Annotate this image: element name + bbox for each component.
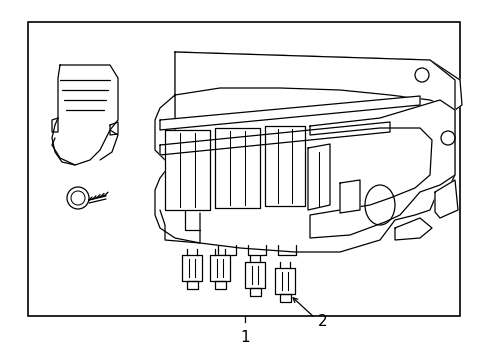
Polygon shape	[160, 122, 390, 155]
Polygon shape	[310, 100, 455, 238]
Polygon shape	[155, 52, 455, 165]
Polygon shape	[165, 130, 210, 210]
Text: 2: 2	[318, 315, 328, 329]
Polygon shape	[275, 268, 295, 294]
Polygon shape	[160, 96, 420, 130]
Polygon shape	[308, 144, 330, 210]
Polygon shape	[52, 65, 118, 165]
Polygon shape	[155, 52, 462, 252]
Circle shape	[67, 187, 89, 209]
Polygon shape	[435, 180, 458, 218]
Polygon shape	[182, 255, 202, 281]
Bar	[28, 22, 460, 316]
Polygon shape	[340, 180, 360, 213]
Text: 1: 1	[240, 330, 250, 345]
Polygon shape	[215, 128, 260, 208]
Polygon shape	[210, 255, 230, 281]
Polygon shape	[265, 126, 305, 206]
Polygon shape	[395, 218, 432, 240]
Polygon shape	[245, 262, 265, 288]
